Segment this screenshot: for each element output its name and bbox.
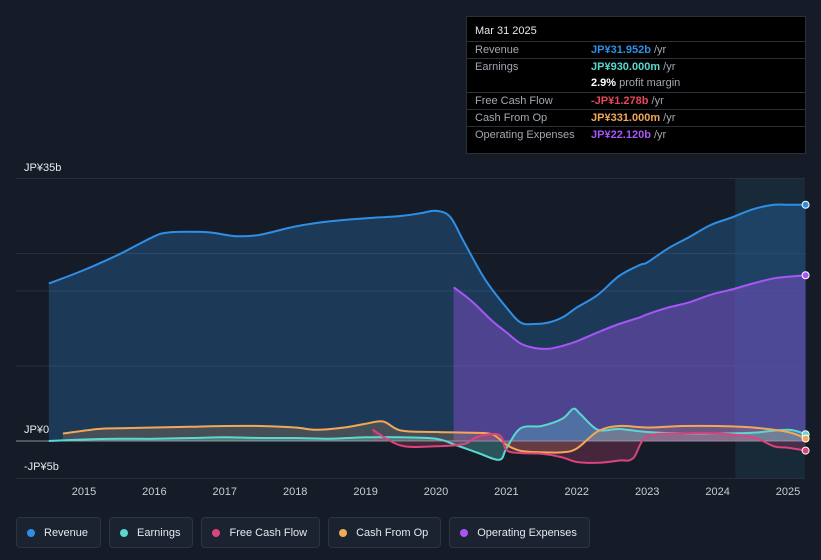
x-axis-labels: 2015 2016 2017 2018 2019 2020 2021 2022 2023 2024… <box>72 486 800 498</box>
series-areas <box>48 204 806 463</box>
tooltip-row-earnings: Earnings JP¥930.000m /yr <box>467 58 805 76</box>
tooltip-unit: /yr <box>648 95 664 107</box>
tooltip-unit: /yr <box>660 61 676 73</box>
area-revenue <box>48 204 806 441</box>
area-free-cash-flow <box>372 429 806 463</box>
x-tick-label: 2022 <box>565 486 589 498</box>
x-tick-label: 2024 <box>705 486 729 498</box>
tooltip-value: JP¥930.000m /yr <box>591 61 675 73</box>
tooltip-value: -JP¥1.278b /yr <box>591 95 664 107</box>
tooltip-value: JP¥31.952b /yr <box>591 44 666 56</box>
area-operating-expenses <box>453 275 806 441</box>
legend-label: Revenue <box>44 526 89 539</box>
end-marker-revenue <box>801 200 810 209</box>
tooltip-row-profit-margin: 2.9% profit margin <box>467 75 805 92</box>
line-revenue <box>48 203 806 326</box>
tooltip-label: Cash From Op <box>475 112 548 124</box>
tooltip-unit: /yr <box>660 112 676 124</box>
tooltip-value-text: 2.9% <box>591 77 617 89</box>
legend-item-earnings[interactable]: Earnings <box>109 517 194 548</box>
legend-item-revenue[interactable]: Revenue <box>16 517 102 548</box>
tooltip-value-text: JP¥31.952b <box>591 44 651 56</box>
x-tick-label: 2015 <box>72 486 96 498</box>
end-marker-cash-from-op <box>801 434 810 443</box>
tooltip-value-text: JP¥930.000m <box>591 61 661 73</box>
tooltip-label: Earnings <box>475 61 519 73</box>
legend-dot-icon <box>27 528 35 537</box>
y-axis-labels: JP¥35b JP¥0 -JP¥5b <box>24 162 61 473</box>
x-tick-label: 2018 <box>283 486 307 498</box>
x-tick-label: 2016 <box>142 486 166 498</box>
legend-dot-icon <box>339 528 348 537</box>
tooltip-label: Revenue <box>475 44 520 56</box>
legend-label: Cash From Op <box>356 526 429 539</box>
end-marker-operating-expenses <box>801 271 810 280</box>
x-tick-label: 2019 <box>353 486 377 498</box>
x-tick-label: 2020 <box>424 486 448 498</box>
tooltip-value: JP¥331.000m /yr <box>591 112 675 124</box>
x-tick-label: 2023 <box>635 486 659 498</box>
tooltip-label: Operating Expenses <box>475 129 575 141</box>
tooltip-unit: profit margin <box>616 77 681 89</box>
tooltip-row-revenue: Revenue JP¥31.952b /yr <box>467 41 805 59</box>
tooltip-value: JP¥22.120b /yr <box>591 129 666 141</box>
tooltip-date: Mar 31 2025 <box>475 25 537 37</box>
data-tooltip: Mar 31 2025 Revenue JP¥31.952b /yr Earni… <box>466 16 806 154</box>
legend-dot-icon <box>120 528 129 537</box>
line-operating-expenses <box>452 274 806 350</box>
tooltip-row-operating-expenses: Operating Expenses JP¥22.120b /yr <box>467 126 805 144</box>
tooltip-value-text: JP¥22.120b <box>591 129 651 141</box>
legend-item-free-cash-flow[interactable]: Free Cash Flow <box>201 517 321 548</box>
tooltip-label: Free Cash Flow <box>475 95 553 107</box>
tooltip-row-cash-from-op: Cash From Op JP¥331.000m /yr <box>467 109 805 127</box>
y-tick-label: -JP¥5b <box>24 461 59 473</box>
chart-legend: Revenue Earnings Free Cash Flow Cash Fro… <box>16 517 590 548</box>
series-lines <box>48 203 806 464</box>
tooltip-value: 2.9% profit margin <box>591 77 680 89</box>
y-tick-label: JP¥0 <box>24 424 49 436</box>
legend-label: Earnings <box>137 526 181 539</box>
tooltip-row-free-cash-flow: Free Cash Flow -JP¥1.278b /yr <box>467 92 805 110</box>
line-cash-from-op <box>62 420 806 454</box>
legend-label: Operating Expenses <box>477 526 577 539</box>
x-tick-label: 2021 <box>494 486 518 498</box>
tooltip-value-text: JP¥331.000m <box>591 112 661 124</box>
legend-dot-icon <box>212 528 221 537</box>
x-tick-label: 2017 <box>213 486 237 498</box>
series-end-markers <box>801 200 810 455</box>
gridlines <box>16 178 805 479</box>
tooltip-unit: /yr <box>650 44 667 56</box>
x-tick-label: 2025 <box>776 486 800 498</box>
y-tick-label: JP¥35b <box>24 162 61 174</box>
line-earnings <box>48 407 806 461</box>
end-marker-free-cash-flow <box>801 446 810 455</box>
tooltip-unit: /yr <box>650 129 667 141</box>
tooltip-value-text: -JP¥1.278b <box>591 95 649 107</box>
legend-item-operating-expenses[interactable]: Operating Expenses <box>449 517 590 548</box>
legend-dot-icon <box>460 528 469 537</box>
line-free-cash-flow <box>372 428 806 464</box>
legend-item-cash-from-op[interactable]: Cash From Op <box>328 517 442 548</box>
legend-label: Free Cash Flow <box>229 526 308 539</box>
